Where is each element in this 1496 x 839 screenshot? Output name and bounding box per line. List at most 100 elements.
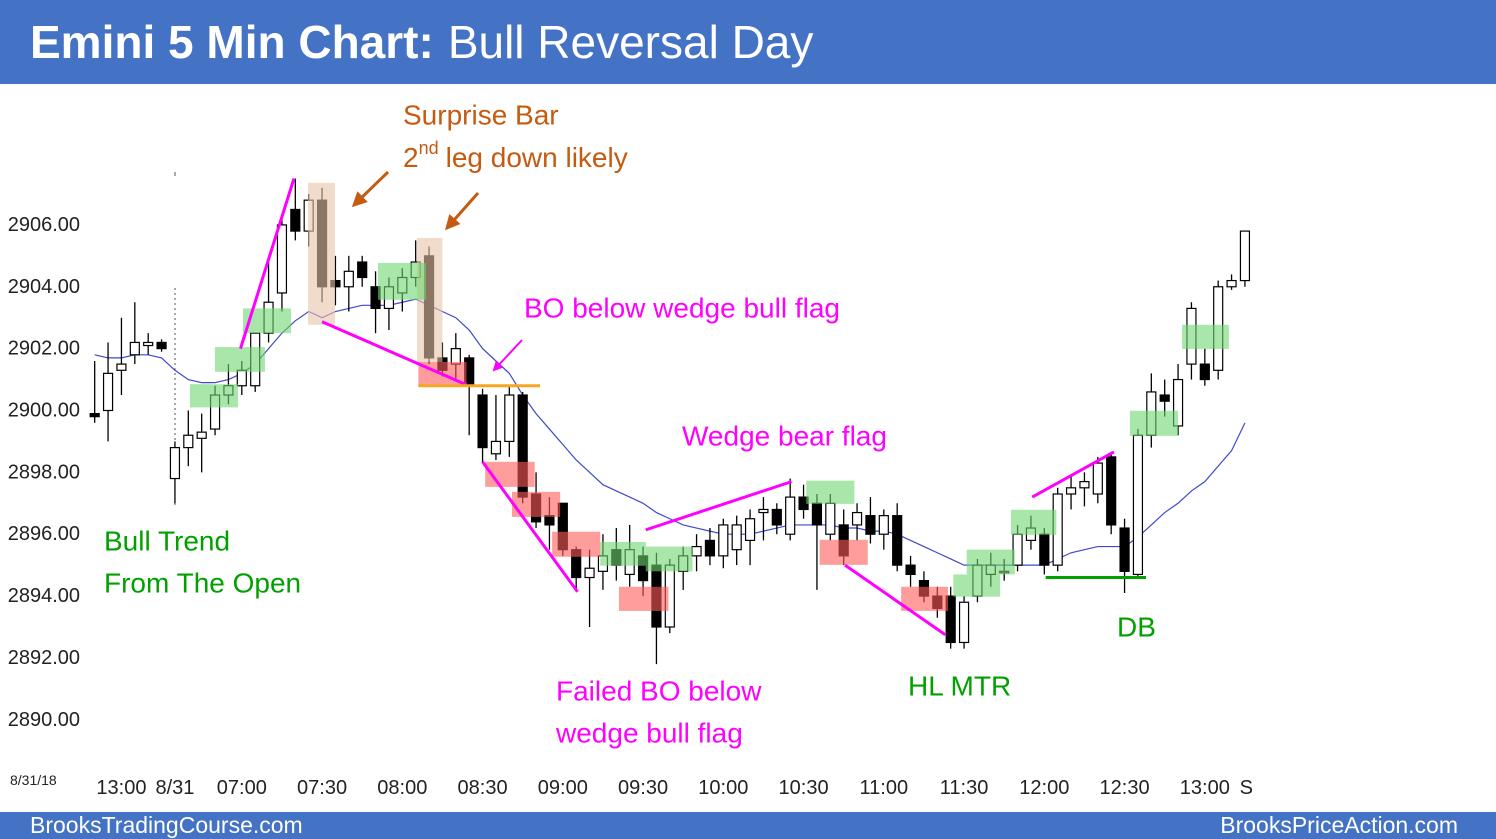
x-tick-label: 10:00	[698, 777, 748, 799]
signal-zone	[417, 237, 443, 362]
x-tick-label: 08:30	[458, 777, 508, 799]
candle-body	[1065, 487, 1077, 495]
footer-left: BrooksTradingCourse.com	[30, 812, 303, 838]
candle-body	[878, 515, 889, 535]
signal-zone	[645, 546, 693, 572]
arrow	[445, 192, 480, 231]
candle-body	[958, 601, 970, 644]
annotation: BO below wedge bull flag	[524, 293, 840, 324]
y-tick-label: 2898.00	[8, 461, 80, 483]
signal-zone	[214, 347, 265, 372]
signal-zone	[600, 541, 646, 566]
candle-body	[357, 261, 368, 279]
x-tick-label: 12:30	[1100, 777, 1150, 799]
signal-zone	[953, 574, 1001, 597]
candle-body	[771, 508, 782, 526]
candle-body	[704, 539, 716, 557]
moving-average	[94, 298, 1246, 566]
candle-body	[1226, 279, 1237, 288]
candle-body	[865, 515, 876, 535]
annotation: Bull Trend	[104, 526, 230, 557]
candle-body	[89, 412, 100, 418]
trend-line	[1031, 450, 1115, 499]
y-tick-label: 2906.00	[8, 214, 80, 236]
candle-body	[1092, 462, 1103, 495]
x-tick-label: 13:00	[96, 777, 146, 799]
candle-body	[758, 508, 769, 514]
candle-body	[851, 511, 863, 526]
title-bar	[0, 0, 1496, 84]
x-tick-label: S	[1240, 777, 1253, 799]
annotation: Surprise Bar	[403, 100, 559, 131]
candle-body	[718, 524, 729, 557]
candle-body	[169, 447, 181, 480]
y-tick-label: 2892.00	[8, 647, 80, 669]
footer-right: BrooksPriceAction.com	[1220, 812, 1458, 838]
trend-line	[645, 480, 792, 532]
signal-zone	[1129, 410, 1179, 436]
annotation: From The Open	[104, 568, 301, 599]
candle-body	[236, 369, 247, 387]
candle-body	[584, 567, 595, 579]
signal-zone	[806, 480, 855, 504]
footer-bar	[0, 812, 1496, 839]
x-tick-label: 11:30	[940, 777, 989, 799]
annotation: Wedge bear flag	[682, 421, 887, 452]
x-tick-label: 10:30	[779, 777, 829, 799]
annotation: wedge bull flag	[555, 718, 743, 749]
candle-body	[811, 502, 823, 526]
trend-line	[844, 563, 947, 636]
candle-body	[905, 564, 916, 576]
arrow	[351, 170, 390, 208]
candle-body	[1239, 230, 1251, 282]
x-tick-label: 08:00	[377, 777, 427, 799]
candle-body	[691, 545, 702, 557]
annotation: 2nd leg down likely	[403, 138, 628, 173]
signal-zone	[966, 549, 1015, 575]
annotation: Failed BO below	[556, 676, 762, 707]
x-tick-label: 13:00	[1180, 777, 1230, 799]
title-bold: Emini 5 Min Chart:	[30, 16, 434, 68]
signal-zone	[819, 539, 868, 565]
candle-body	[477, 394, 488, 449]
candle-body	[544, 515, 555, 526]
signal-zone	[1010, 509, 1057, 535]
signal-zone	[1182, 324, 1229, 349]
candle-body	[490, 440, 502, 455]
candle-body	[102, 372, 114, 412]
trend-line	[321, 320, 468, 387]
candle-body	[504, 394, 515, 443]
annotation-part: 2	[403, 142, 419, 173]
candle-body	[892, 515, 903, 566]
x-tick-label: 07:30	[297, 777, 347, 799]
candle-body	[143, 341, 154, 347]
y-tick-label: 2894.00	[8, 585, 80, 607]
candle-body	[825, 502, 836, 535]
signal-zone	[552, 531, 601, 557]
y-tick-label: 2896.00	[8, 523, 80, 545]
candle-body	[343, 270, 354, 288]
candle-body	[183, 434, 194, 449]
candle-body	[1079, 481, 1090, 489]
trend-line	[239, 178, 296, 350]
candle-body	[450, 348, 461, 365]
trend-line	[481, 460, 579, 593]
candle-body	[1106, 456, 1117, 526]
signal-zone	[618, 586, 669, 611]
candle-body	[744, 518, 756, 541]
candle-body	[1159, 394, 1170, 402]
date-label: 8/31/18	[10, 772, 57, 788]
candle-body	[785, 496, 796, 535]
x-tick-label: 8/31	[155, 777, 194, 799]
signal-zone	[901, 586, 949, 611]
candle-body	[1039, 533, 1050, 566]
candle-body	[1199, 363, 1210, 381]
candle-body	[156, 341, 167, 350]
annotation-part: leg down likely	[446, 142, 628, 173]
y-tick-label: 2900.00	[8, 399, 80, 421]
candle-body	[290, 208, 301, 232]
arrow	[492, 339, 523, 372]
x-tick-label: 09:30	[618, 777, 668, 799]
candle-body	[731, 524, 742, 551]
signal-zone	[189, 384, 238, 408]
